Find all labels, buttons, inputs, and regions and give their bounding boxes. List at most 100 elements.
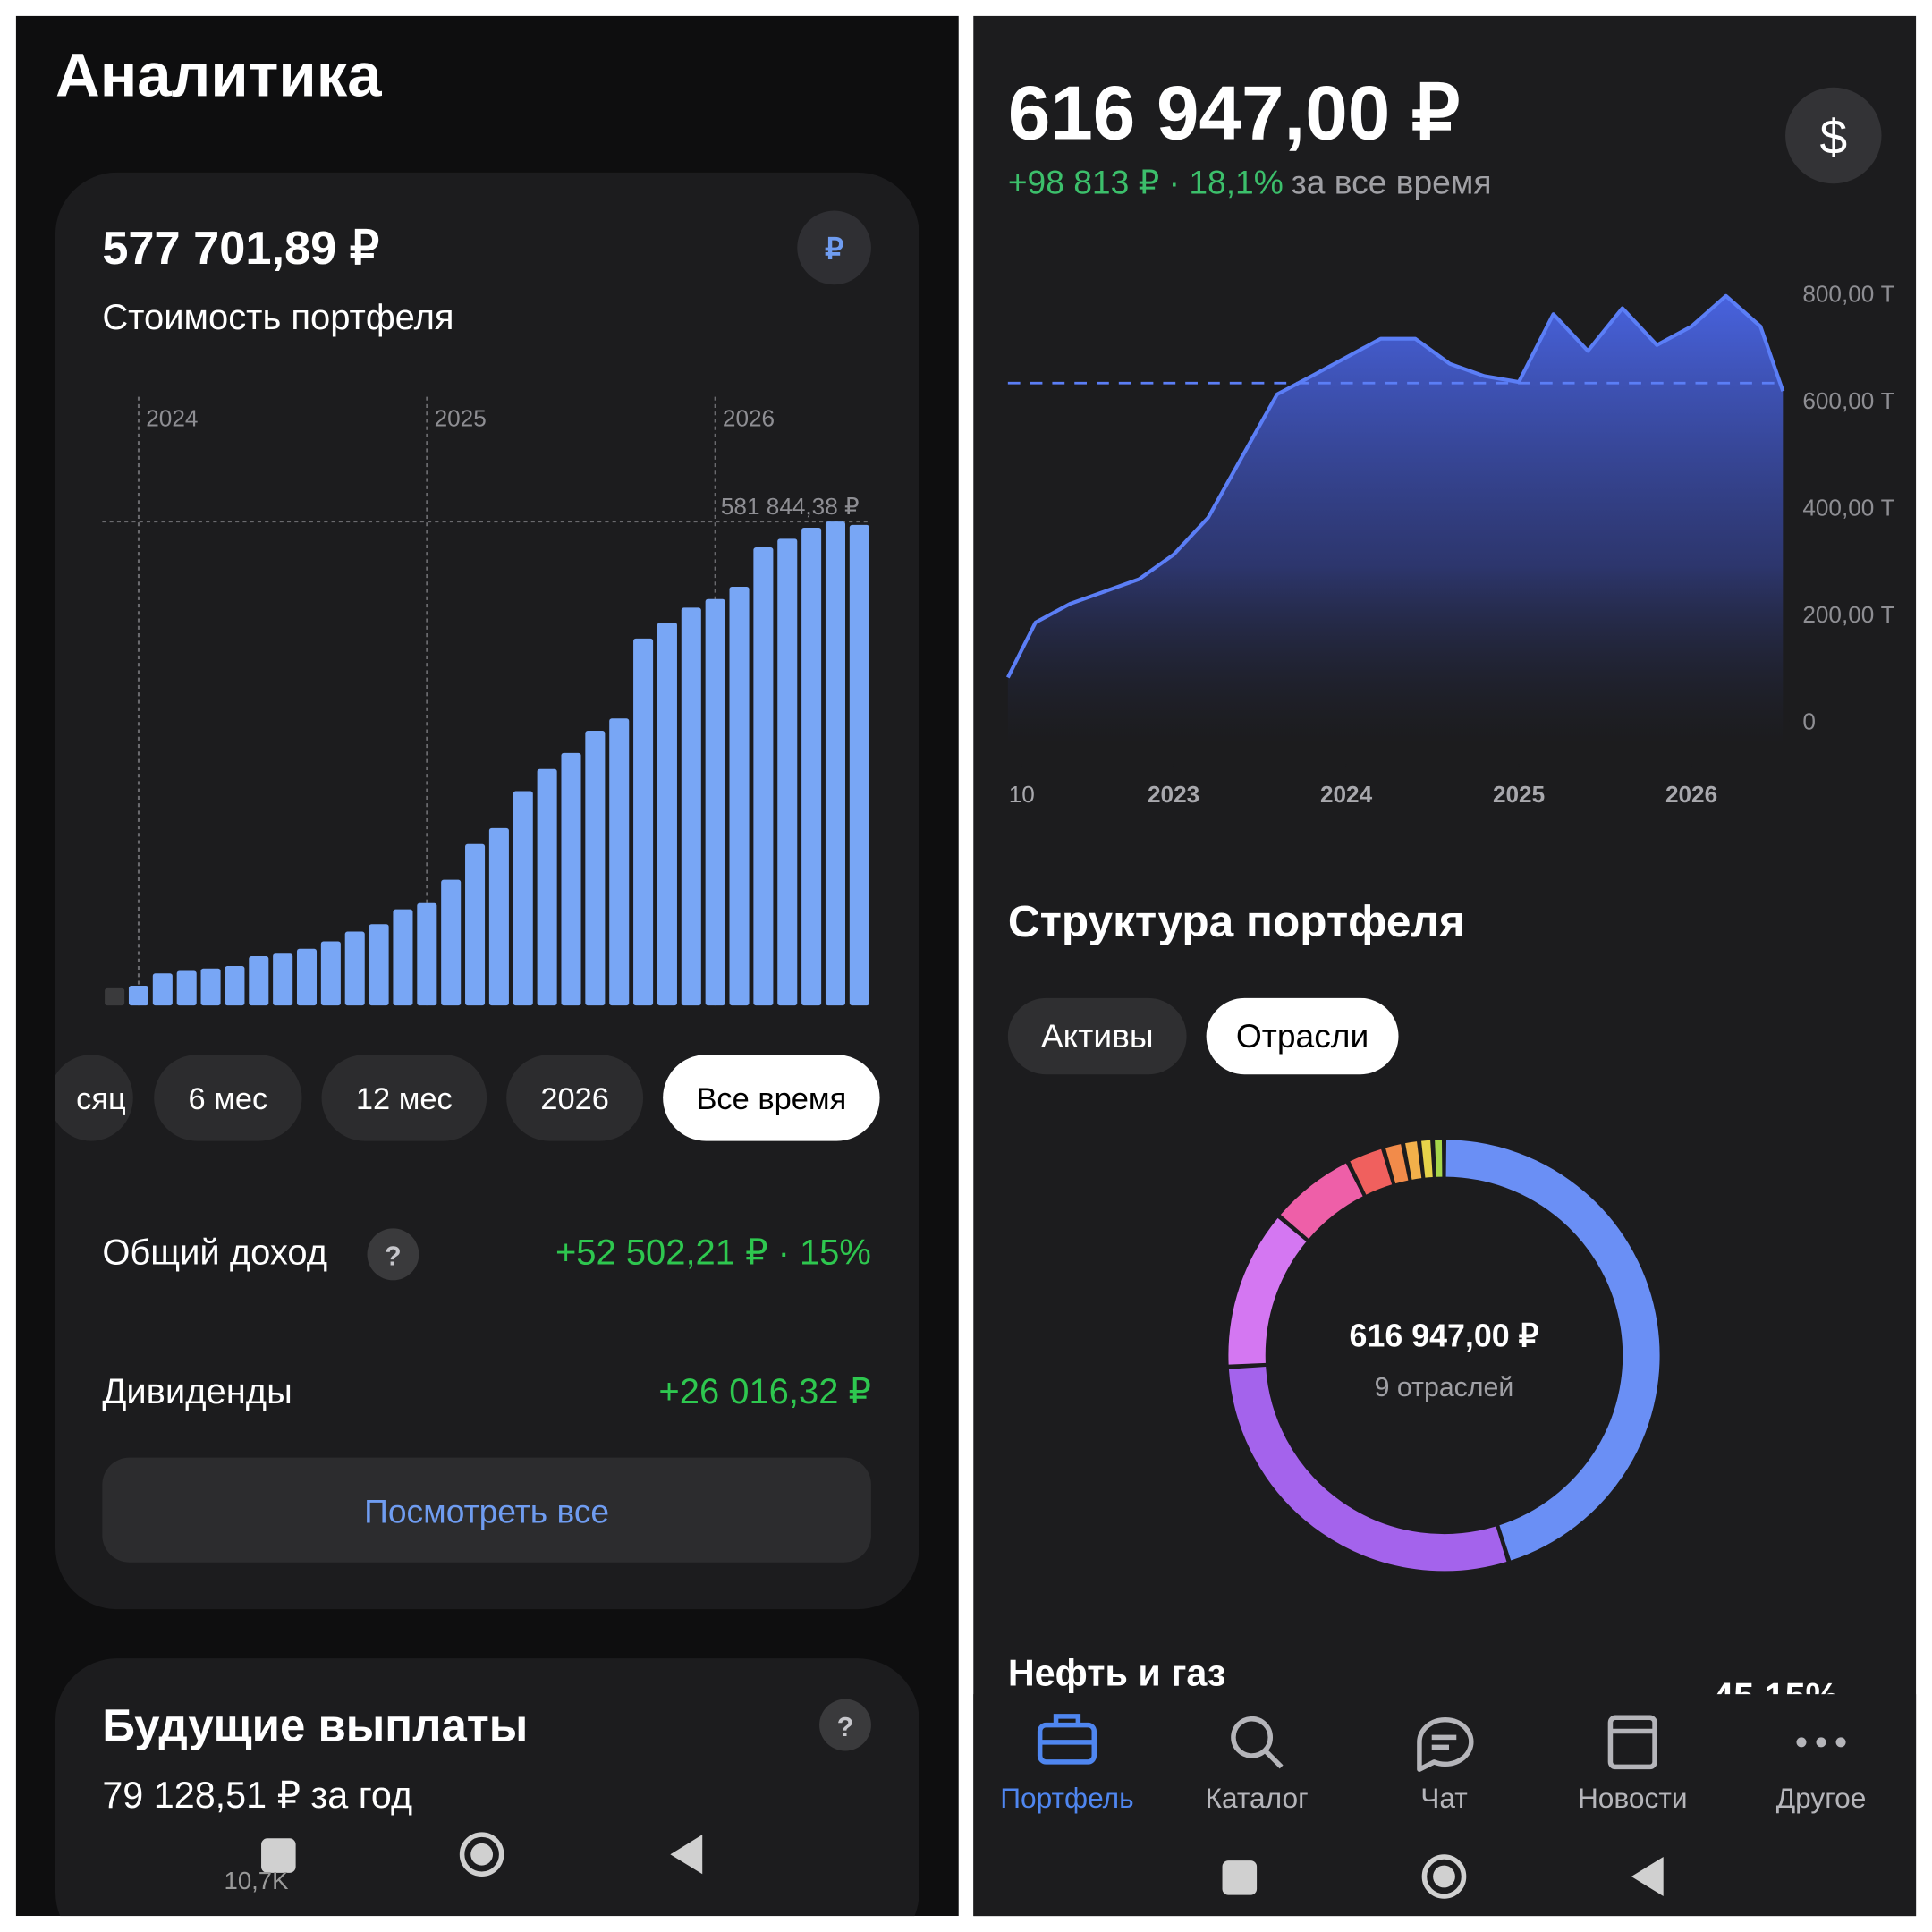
- nav-label[interactable]: Другое: [1776, 1782, 1867, 1814]
- frame-edge: [15, 1916, 959, 1932]
- help-button[interactable]: [367, 1228, 419, 1281]
- nav-icon[interactable]: [1263, 1749, 1284, 1769]
- view-all-text[interactable]: Посмотреть все: [364, 1493, 609, 1530]
- donut-segment: [1445, 1140, 1660, 1561]
- bar: [296, 948, 318, 1006]
- nav-item[interactable]: [1037, 1714, 1097, 1765]
- bar: [537, 768, 557, 1006]
- view-all-button[interactable]: [102, 1457, 871, 1563]
- period-chip[interactable]: [49, 1055, 133, 1141]
- nav-label[interactable]: Чат: [1420, 1782, 1468, 1814]
- nav-home-dot[interactable]: [1433, 1865, 1455, 1888]
- nav-recents[interactable]: [261, 1838, 296, 1873]
- income-label: Общий доход: [102, 1233, 327, 1272]
- bar: [273, 953, 293, 1006]
- nav-icon[interactable]: [1231, 1716, 1274, 1758]
- sector-name: Нефть и газ: [1008, 1652, 1226, 1693]
- bar: [393, 909, 413, 1006]
- nav-back[interactable]: [1631, 1856, 1664, 1897]
- tab-label[interactable]: Отрасли: [1236, 1017, 1368, 1055]
- donut-chart: [1228, 1140, 1660, 1572]
- donut-segment: [1421, 1140, 1433, 1178]
- income-value: +52 502,21 ₽ · 15%: [555, 1233, 871, 1272]
- nav-back[interactable]: [670, 1835, 703, 1875]
- period-label[interactable]: 12 мес: [356, 1082, 453, 1116]
- nav-item[interactable]: [1796, 1737, 1846, 1748]
- bar: [225, 966, 245, 1006]
- area-fill: [1007, 295, 1784, 746]
- nav-label[interactable]: Портфель: [1000, 1782, 1133, 1814]
- bar: [585, 731, 606, 1006]
- currency-symbol[interactable]: $: [1819, 109, 1847, 165]
- payouts-title: Будущие выплаты: [102, 1699, 528, 1750]
- bar: [681, 607, 701, 1006]
- currency-button[interactable]: [797, 210, 871, 285]
- period-chip[interactable]: [506, 1055, 644, 1141]
- nav-icon[interactable]: [1835, 1737, 1846, 1748]
- bar: [777, 538, 798, 1006]
- portfolio-label: Стоимость портфеля: [102, 298, 453, 337]
- period-label[interactable]: 6 мес: [188, 1082, 267, 1116]
- nav-icon[interactable]: [1039, 1714, 1095, 1745]
- year-label: 2024: [146, 405, 198, 432]
- nav-label[interactable]: Каталог: [1206, 1782, 1309, 1814]
- dividends-label: Дивиденды: [102, 1372, 292, 1411]
- structure-title: Структура портфеля: [1008, 896, 1465, 946]
- structure-tab[interactable]: [1206, 997, 1399, 1075]
- period-label[interactable]: 2026: [540, 1082, 609, 1116]
- help-icon[interactable]: ?: [385, 1242, 402, 1272]
- nav-icon[interactable]: [1607, 1715, 1657, 1770]
- bar: [105, 987, 125, 1006]
- x-tick-label: 10: [1009, 781, 1035, 808]
- bar: [729, 586, 750, 1006]
- nav-icon[interactable]: [1816, 1737, 1826, 1748]
- nav-item[interactable]: [1231, 1716, 1284, 1769]
- bar: [849, 524, 869, 1006]
- year-label: 2026: [723, 405, 775, 432]
- structure-tabs: Активы Отрасли: [1007, 997, 1399, 1075]
- nav-home[interactable]: [1421, 1854, 1467, 1899]
- y-tick-label: 200,00 Т: [1802, 601, 1894, 628]
- bar: [705, 598, 725, 1006]
- nav-home[interactable]: [459, 1832, 504, 1877]
- dividends-value: +26 016,32 ₽: [658, 1372, 871, 1411]
- period-chip[interactable]: [321, 1055, 487, 1141]
- area-chart: 0 200,00 Т 400,00 Т 600,00 Т 800,00 Т 10 2023 2…: [1005, 281, 1895, 808]
- bar: [200, 968, 221, 1006]
- bar: [417, 902, 437, 1006]
- nav-recents[interactable]: [1222, 1860, 1258, 1895]
- period-label[interactable]: сяц: [76, 1082, 126, 1116]
- currency-button[interactable]: [1785, 87, 1882, 184]
- donut-segment: [1350, 1148, 1393, 1195]
- period-chip[interactable]: [154, 1055, 302, 1141]
- period-chip[interactable]: [663, 1055, 880, 1141]
- help-button[interactable]: [819, 1699, 871, 1751]
- nav-item[interactable]: [1607, 1715, 1657, 1770]
- y-tick-label: 400,00 Т: [1802, 495, 1894, 521]
- nav-label[interactable]: Новости: [1578, 1782, 1688, 1814]
- currency-symbol[interactable]: ₽: [825, 233, 843, 266]
- total-change: +98 813 ₽ · 18,1%: [1008, 163, 1284, 200]
- donut-count: 9 отраслей: [1375, 1373, 1514, 1402]
- bar: [441, 879, 462, 1006]
- nav-item[interactable]: [1417, 1716, 1474, 1772]
- y-tick-label: 0: [1802, 708, 1816, 735]
- bar: [513, 791, 533, 1006]
- nav-icon[interactable]: [1417, 1716, 1474, 1772]
- area-line: [1005, 293, 1785, 679]
- structure-tab[interactable]: [1007, 997, 1187, 1075]
- donut-segment: [1385, 1144, 1409, 1184]
- bar: [176, 970, 197, 1006]
- page-title: Аналитика: [55, 40, 382, 109]
- bar: [561, 752, 581, 1006]
- period-label[interactable]: Все время: [696, 1082, 846, 1116]
- nav-icon[interactable]: [1796, 1737, 1807, 1748]
- right-panel: [973, 15, 1917, 1917]
- portfolio-amount: 577 701,89 ₽: [102, 223, 379, 275]
- help-icon[interactable]: ?: [837, 1713, 854, 1742]
- nav-home-dot[interactable]: [470, 1843, 494, 1866]
- tab-label[interactable]: Активы: [1041, 1017, 1154, 1055]
- x-tick-label: 2026: [1665, 781, 1717, 808]
- bar: [465, 843, 486, 1006]
